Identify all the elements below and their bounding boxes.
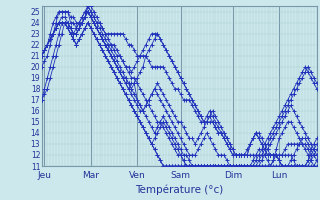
- X-axis label: Température (°c): Température (°c): [135, 184, 223, 195]
